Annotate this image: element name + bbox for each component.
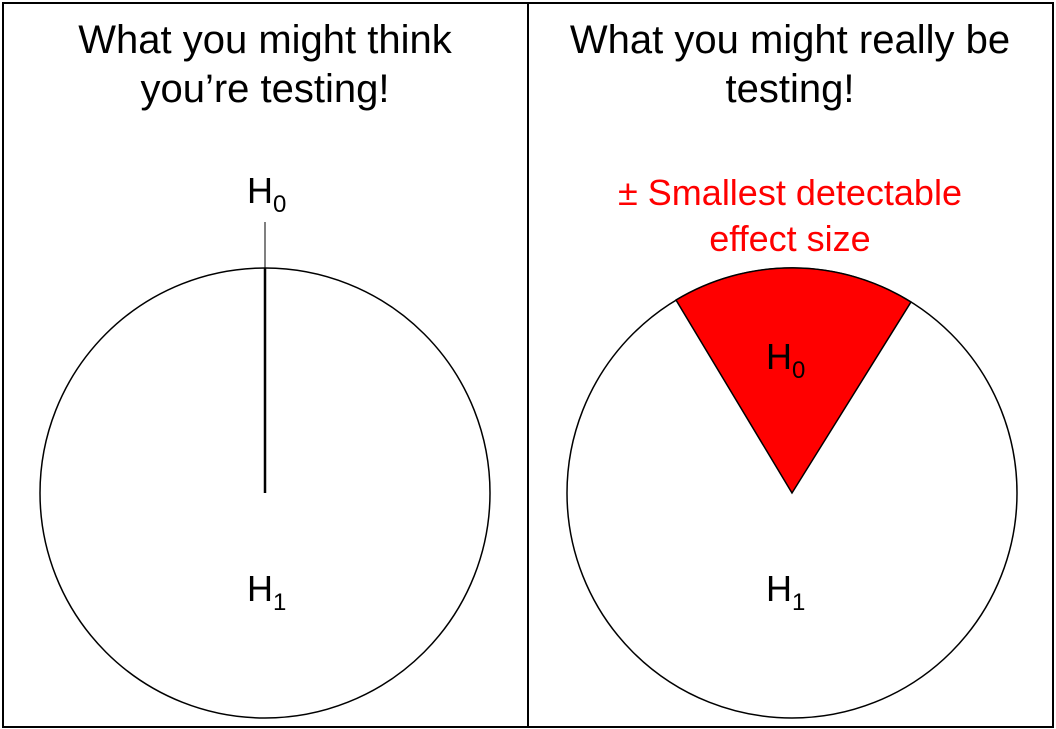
left-null-hypothesis-label: H0 <box>247 170 286 218</box>
effect-size-caption-line-1: ± Smallest detectable <box>618 172 962 213</box>
left-panel-title: What you might think you’re testing! <box>30 16 500 114</box>
right-hypothesis-space: H0 H1 <box>566 267 1018 719</box>
right-panel-title: What you might really be testing! <box>540 16 1040 114</box>
right-alt-hypothesis-label: H1 <box>766 568 805 616</box>
left-title-line-1: What you might think <box>78 18 452 62</box>
left-title-line-2: you’re testing! <box>140 67 390 111</box>
right-title-line-2: testing! <box>725 67 855 111</box>
right-null-hypothesis-label: H0 <box>766 336 805 384</box>
left-hypothesis-space: H0 H1 <box>39 170 491 719</box>
left-alt-hypothesis-label: H1 <box>247 568 286 616</box>
effect-size-caption-line-2: effect size <box>709 218 871 259</box>
right-title-line-1: What you might really be <box>569 18 1011 62</box>
effect-size-caption: ± Smallest detectable effect size <box>560 170 1020 262</box>
null-region-wedge <box>674 267 913 495</box>
panel-divider <box>527 2 529 728</box>
